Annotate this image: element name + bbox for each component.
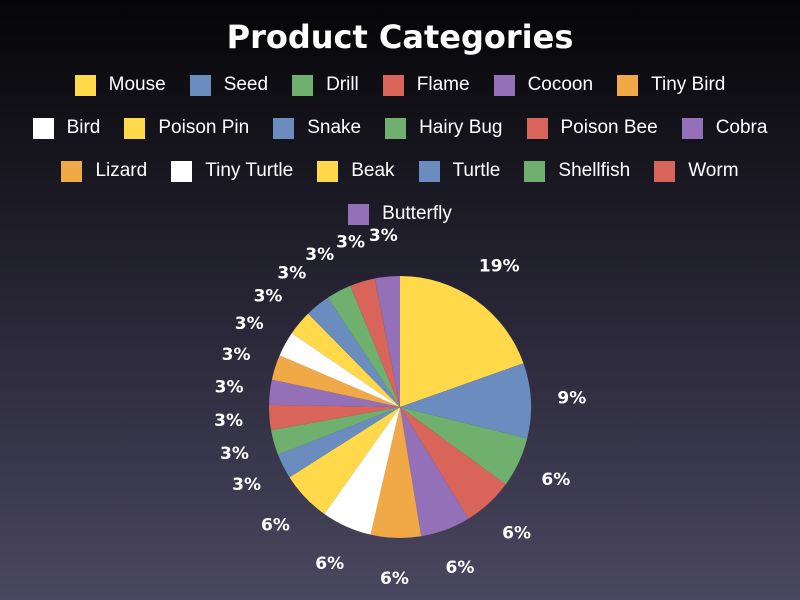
pie-slice [400, 407, 528, 485]
legend-swatch [273, 117, 295, 139]
legend-item: Shellfish [524, 160, 630, 182]
legend-label: Shellfish [558, 160, 631, 181]
legend-item: Hairy Bug [385, 117, 503, 139]
pie-slice [291, 313, 400, 407]
legend-swatch [32, 117, 54, 139]
legend-label: Tiny Bird [651, 74, 726, 95]
legend-swatch [418, 160, 440, 182]
legend-swatch [524, 160, 546, 182]
legend: Mouse Seed Drill Flame Cocoon Tiny Bird Bird Po… [20, 74, 780, 225]
legend-item: Tiny Turtle [171, 160, 293, 182]
legend-label: Beak [351, 160, 395, 181]
pie-slice [324, 407, 400, 535]
legend-item: Lizard [61, 160, 147, 182]
slice-label: 3% [215, 378, 244, 398]
legend-label: Turtle [452, 160, 501, 181]
pie-slice [269, 404, 400, 431]
chart-title: Product Categories [226, 18, 574, 56]
slice-label: 6% [502, 523, 531, 543]
legend-label: Cobra [715, 117, 768, 138]
pie-slice [370, 407, 422, 538]
slice-label: 6% [380, 569, 409, 589]
pie-slice [269, 379, 400, 407]
legend-item: Cobra [681, 117, 768, 139]
legend-label: Poison Pin [158, 117, 250, 138]
slice-label: 6% [261, 516, 290, 536]
pie-slice [327, 285, 400, 407]
legend-item: Poison Bee [526, 117, 658, 139]
legend-label: Seed [223, 74, 269, 95]
legend-swatch [654, 160, 676, 182]
legend-swatch [348, 203, 370, 225]
slice-label: 3% [235, 314, 264, 334]
legend-swatch [171, 160, 193, 182]
legend-label: Snake [307, 117, 362, 138]
legend-swatch [292, 74, 314, 96]
legend-item: Mouse [74, 74, 166, 96]
slice-label: 3% [214, 411, 243, 431]
legend-item: Butterfly [348, 203, 452, 225]
slice-label: 6% [541, 470, 570, 490]
pie-slice [400, 276, 524, 407]
slice-label: 3% [369, 226, 398, 246]
legend-label: Tiny Turtle [205, 160, 294, 181]
legend-label: Cocoon [527, 74, 594, 95]
legend-label: Butterfly [382, 203, 452, 224]
legend-swatch [681, 117, 703, 139]
pie-slice [277, 407, 400, 478]
legend-label: Drill [326, 74, 359, 95]
legend-label: Bird [66, 117, 101, 138]
legend-swatch [317, 160, 339, 182]
legend-item: Seed [189, 74, 269, 96]
pie-slice [400, 407, 506, 519]
slice-label: 3% [254, 287, 283, 307]
legend-item: Flame [382, 74, 470, 96]
slice-label: 3% [232, 475, 261, 495]
legend-item: Drill [292, 74, 359, 96]
legend-swatch [61, 160, 83, 182]
legend-swatch [74, 74, 96, 96]
slice-label: 9% [557, 389, 586, 409]
pie-slice [289, 407, 400, 514]
legend-item: Bird [32, 117, 101, 139]
slice-label: 19% [479, 257, 520, 277]
legend-item: Tiny Bird [617, 74, 725, 96]
pie-slice [350, 278, 400, 407]
legend-swatch [617, 74, 639, 96]
slice-label: 3% [222, 345, 251, 365]
legend-label: Worm [688, 160, 739, 181]
legend-swatch [382, 74, 404, 96]
pie-slice [400, 363, 531, 439]
legend-swatch [189, 74, 211, 96]
legend-label: Mouse [108, 74, 166, 95]
legend-item: Worm [654, 160, 739, 182]
legend-label: Hairy Bug [419, 117, 503, 138]
pie-slice [374, 276, 400, 407]
legend-label: Lizard [95, 160, 148, 181]
legend-item: Snake [273, 117, 361, 139]
slice-label: 3% [336, 232, 365, 252]
pie-slice [271, 407, 400, 455]
legend-label: Poison Bee [560, 117, 658, 138]
legend-label: Flame [416, 74, 470, 95]
slice-label: 3% [305, 245, 334, 265]
pie-slice [400, 407, 469, 537]
slice-label: 6% [315, 554, 344, 574]
pie-slice [279, 333, 400, 407]
legend-item: Cocoon [493, 74, 594, 96]
slice-label: 3% [277, 263, 306, 283]
slice-label: 3% [220, 444, 249, 464]
legend-item: Poison Pin [124, 117, 249, 139]
legend-item: Turtle [418, 160, 501, 182]
legend-swatch [385, 117, 407, 139]
legend-swatch [124, 117, 146, 139]
pie-slice [308, 297, 400, 407]
pie-slice [271, 355, 400, 407]
legend-item: Beak [317, 160, 395, 182]
slice-label: 6% [446, 558, 475, 578]
legend-swatch [526, 117, 548, 139]
legend-swatch [493, 74, 515, 96]
